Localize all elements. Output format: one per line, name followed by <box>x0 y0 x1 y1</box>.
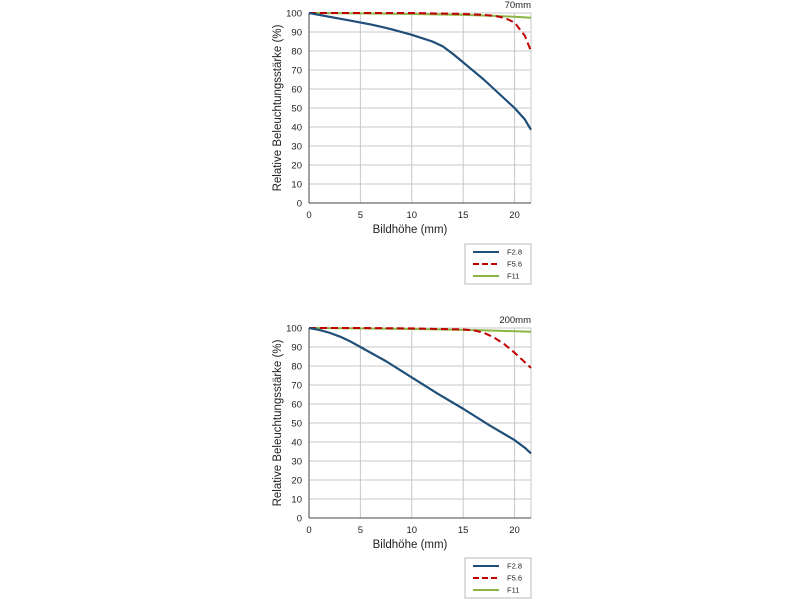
x-axis-label: Bildhöhe (mm) <box>373 224 448 236</box>
chart-1: 0 5 10 15 20 0 10 20 30 40 50 60 70 80 90 100 70mm Bildhö… <box>272 0 532 285</box>
legend-label: F5.6 <box>507 260 522 269</box>
y-tick-label: 70 <box>291 66 302 77</box>
y-axis-label: Relative Beleuchtungsstärke (%) <box>272 339 284 506</box>
y-tick-label: 40 <box>291 438 302 449</box>
x-tick-label: 5 <box>358 210 363 221</box>
chart-title: 200mm <box>499 315 531 326</box>
x-tick-label: 15 <box>458 210 469 221</box>
y-tick-label: 90 <box>291 343 302 354</box>
legend: F2.8 F5.6 F11 <box>464 557 532 599</box>
y-tick-label: 100 <box>286 9 302 20</box>
y-tick-label: 30 <box>291 142 302 153</box>
x-tick-label: 0 <box>306 210 311 221</box>
y-tick-label: 50 <box>291 419 302 430</box>
y-tick-label: 40 <box>291 123 302 134</box>
legend: F2.8 F5.6 F11 <box>464 243 532 285</box>
y-tick-label: 30 <box>291 457 302 468</box>
y-tick-label: 90 <box>291 28 302 39</box>
x-tick-label: 20 <box>509 525 520 536</box>
y-tick-label: 60 <box>291 85 302 96</box>
x-tick-label: 15 <box>458 525 469 536</box>
y-tick-label: 20 <box>291 476 302 487</box>
y-tick-label: 0 <box>297 514 302 525</box>
series-line-f5-6 <box>309 12 532 52</box>
series-line-f2-8 <box>308 326 532 455</box>
y-tick-label: 70 <box>291 381 302 392</box>
y-tick-label: 100 <box>286 324 302 335</box>
legend-label: F2.8 <box>507 248 522 257</box>
y-tick-label: 0 <box>297 199 302 210</box>
y-tick-label: 10 <box>291 495 302 506</box>
y-tick-label: 50 <box>291 104 302 115</box>
chart-title: 70mm <box>505 0 531 11</box>
legend-label: F11 <box>507 586 519 595</box>
y-tick-label: 10 <box>291 180 302 191</box>
y-tick-label: 60 <box>291 400 302 411</box>
x-tick-label: 0 <box>306 525 311 536</box>
x-tick-label: 20 <box>509 210 520 221</box>
y-tick-label: 80 <box>291 47 302 58</box>
series-line-f2-8 <box>308 11 532 131</box>
x-tick-label: 5 <box>358 525 363 536</box>
series-line-f5-6 <box>309 327 532 369</box>
legend-label: F2.8 <box>507 562 522 571</box>
x-tick-label: 10 <box>406 525 417 536</box>
legend-label: F5.6 <box>507 574 522 583</box>
legend-label: F11 <box>507 272 519 281</box>
x-axis-label: Bildhöhe (mm) <box>373 539 448 551</box>
y-tick-label: 80 <box>291 362 302 373</box>
y-axis-label: Relative Beleuchtungsstärke (%) <box>272 24 284 191</box>
y-tick-label: 20 <box>291 161 302 172</box>
x-tick-label: 10 <box>406 210 417 221</box>
chart-2: 0 5 10 15 20 0 10 20 30 40 50 60 70 80 90 100 200mm Bildh… <box>272 315 532 599</box>
